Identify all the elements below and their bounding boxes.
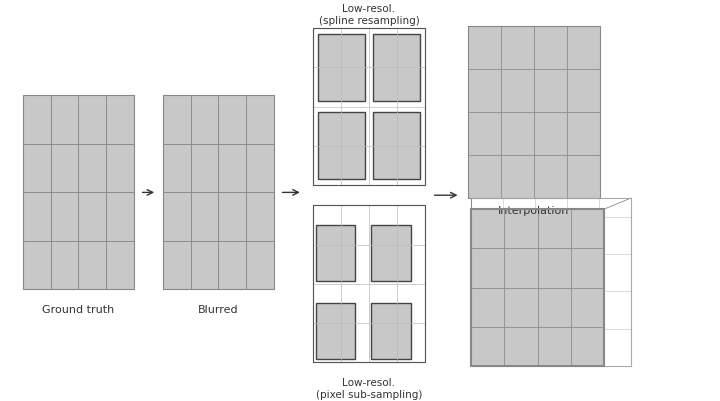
- Bar: [23, 193, 50, 241]
- Bar: [23, 96, 50, 144]
- Bar: [50, 193, 78, 241]
- Bar: [191, 241, 218, 290]
- Bar: [107, 96, 134, 144]
- Text: Low-resol.
(spline resampling): Low-resol. (spline resampling): [318, 4, 419, 26]
- Bar: [78, 241, 107, 290]
- Bar: [107, 144, 134, 193]
- Bar: [571, 288, 604, 327]
- Bar: [313, 29, 425, 186]
- Bar: [471, 288, 504, 327]
- Bar: [500, 156, 534, 198]
- Bar: [538, 288, 571, 327]
- Bar: [567, 113, 600, 156]
- Text: Ground truth: Ground truth: [42, 304, 114, 314]
- Bar: [163, 96, 191, 144]
- Bar: [500, 113, 534, 156]
- Bar: [571, 249, 604, 288]
- Bar: [500, 70, 534, 113]
- Bar: [313, 206, 425, 362]
- Bar: [50, 96, 78, 144]
- Text: Blurred: Blurred: [198, 304, 238, 314]
- Bar: [467, 27, 500, 70]
- Bar: [538, 327, 571, 366]
- Bar: [191, 96, 218, 144]
- Bar: [218, 241, 246, 290]
- Bar: [471, 210, 504, 249]
- Bar: [78, 144, 107, 193]
- Bar: [50, 144, 78, 193]
- Bar: [567, 156, 600, 198]
- Bar: [571, 210, 604, 249]
- Bar: [534, 113, 567, 156]
- Bar: [23, 241, 50, 290]
- Bar: [471, 249, 504, 288]
- Bar: [471, 198, 631, 366]
- Bar: [107, 193, 134, 241]
- Bar: [318, 113, 365, 180]
- Bar: [246, 241, 274, 290]
- Bar: [567, 70, 600, 113]
- Bar: [504, 210, 538, 249]
- Bar: [78, 96, 107, 144]
- Bar: [313, 29, 425, 186]
- Bar: [467, 113, 500, 156]
- Bar: [107, 241, 134, 290]
- Bar: [467, 156, 500, 198]
- Bar: [23, 144, 50, 193]
- Bar: [163, 144, 191, 193]
- Bar: [191, 193, 218, 241]
- Bar: [504, 249, 538, 288]
- Bar: [218, 144, 246, 193]
- Bar: [467, 70, 500, 113]
- Bar: [23, 96, 134, 290]
- Bar: [538, 210, 571, 249]
- Bar: [246, 96, 274, 144]
- Bar: [373, 35, 420, 101]
- Bar: [504, 288, 538, 327]
- Bar: [467, 27, 600, 198]
- Text: Interpolation: Interpolation: [498, 206, 570, 216]
- Bar: [50, 241, 78, 290]
- Bar: [218, 96, 246, 144]
- Bar: [567, 27, 600, 70]
- Bar: [313, 206, 425, 362]
- Bar: [315, 225, 355, 281]
- Text: Low-resol.
(pixel sub-sampling): Low-resol. (pixel sub-sampling): [316, 377, 422, 399]
- Bar: [471, 210, 604, 366]
- Bar: [163, 193, 191, 241]
- Bar: [571, 327, 604, 366]
- Bar: [500, 27, 534, 70]
- Bar: [504, 327, 538, 366]
- Bar: [191, 144, 218, 193]
- Bar: [538, 249, 571, 288]
- Bar: [318, 35, 365, 101]
- Bar: [372, 225, 410, 281]
- Bar: [373, 113, 420, 180]
- Bar: [471, 198, 631, 366]
- Bar: [534, 70, 567, 113]
- Bar: [246, 193, 274, 241]
- Bar: [372, 304, 410, 359]
- Bar: [534, 156, 567, 198]
- Bar: [78, 193, 107, 241]
- Bar: [246, 144, 274, 193]
- Bar: [315, 304, 355, 359]
- Bar: [471, 327, 504, 366]
- Bar: [163, 241, 191, 290]
- Bar: [218, 193, 246, 241]
- Bar: [163, 96, 274, 290]
- Bar: [534, 27, 567, 70]
